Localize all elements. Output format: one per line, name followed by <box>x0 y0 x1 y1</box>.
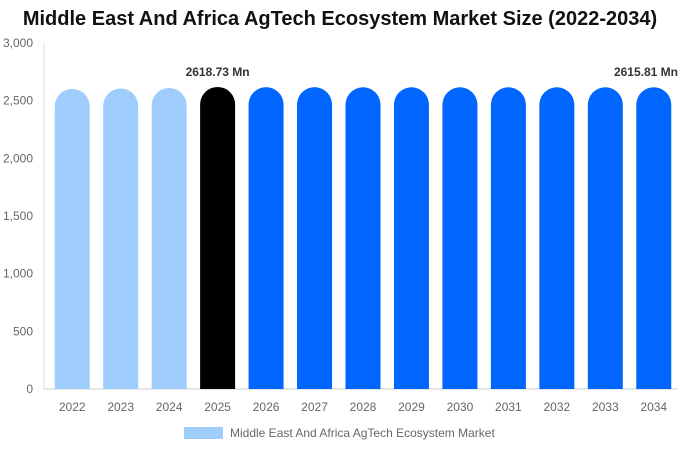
bar <box>490 87 526 389</box>
y-tick-label: 1,000 <box>3 267 33 281</box>
x-tick-label: 2034 <box>640 400 667 414</box>
y-tick-label: 2,000 <box>3 151 33 165</box>
x-tick-label: 2031 <box>495 400 522 414</box>
x-tick-label: 2030 <box>447 400 474 414</box>
bar <box>587 87 623 390</box>
bar <box>151 87 187 389</box>
bar <box>200 86 236 389</box>
x-tick-label: 2023 <box>107 400 134 414</box>
x-tick-label: 2024 <box>156 400 183 414</box>
bar <box>103 88 139 389</box>
data-label: 2615.81 Mn <box>614 65 678 79</box>
bar <box>636 87 672 390</box>
legend-label: Middle East And Africa AgTech Ecosystem … <box>230 426 495 440</box>
data-label: 2618.73 Mn <box>186 65 250 79</box>
bar <box>54 88 90 390</box>
bar <box>297 87 333 390</box>
chart-title: Middle East And Africa AgTech Ecosystem … <box>22 8 658 30</box>
y-tick-label: 500 <box>13 324 33 338</box>
x-tick-label: 2029 <box>398 400 425 414</box>
y-tick-label: 2,500 <box>3 94 33 108</box>
y-tick-label: 3,000 <box>3 36 33 50</box>
y-tick-label: 0 <box>26 382 33 396</box>
bar <box>248 87 284 389</box>
x-tick-label: 2022 <box>59 400 86 414</box>
x-tick-label: 2033 <box>592 400 619 414</box>
x-tick-label: 2026 <box>253 400 280 414</box>
legend-swatch <box>184 427 223 439</box>
x-tick-label: 2028 <box>350 400 377 414</box>
bar <box>442 87 478 390</box>
x-tick-label: 2025 <box>204 400 231 414</box>
x-tick-label: 2032 <box>543 400 570 414</box>
y-tick-label: 1,500 <box>3 209 33 223</box>
x-tick-label: 2027 <box>301 400 328 414</box>
bar <box>393 87 429 390</box>
bar <box>539 87 575 390</box>
bar <box>345 87 381 390</box>
